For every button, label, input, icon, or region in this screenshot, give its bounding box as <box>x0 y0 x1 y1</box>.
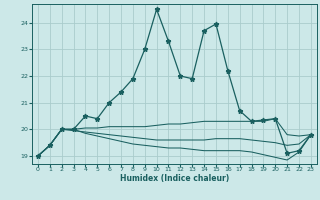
X-axis label: Humidex (Indice chaleur): Humidex (Indice chaleur) <box>120 174 229 183</box>
